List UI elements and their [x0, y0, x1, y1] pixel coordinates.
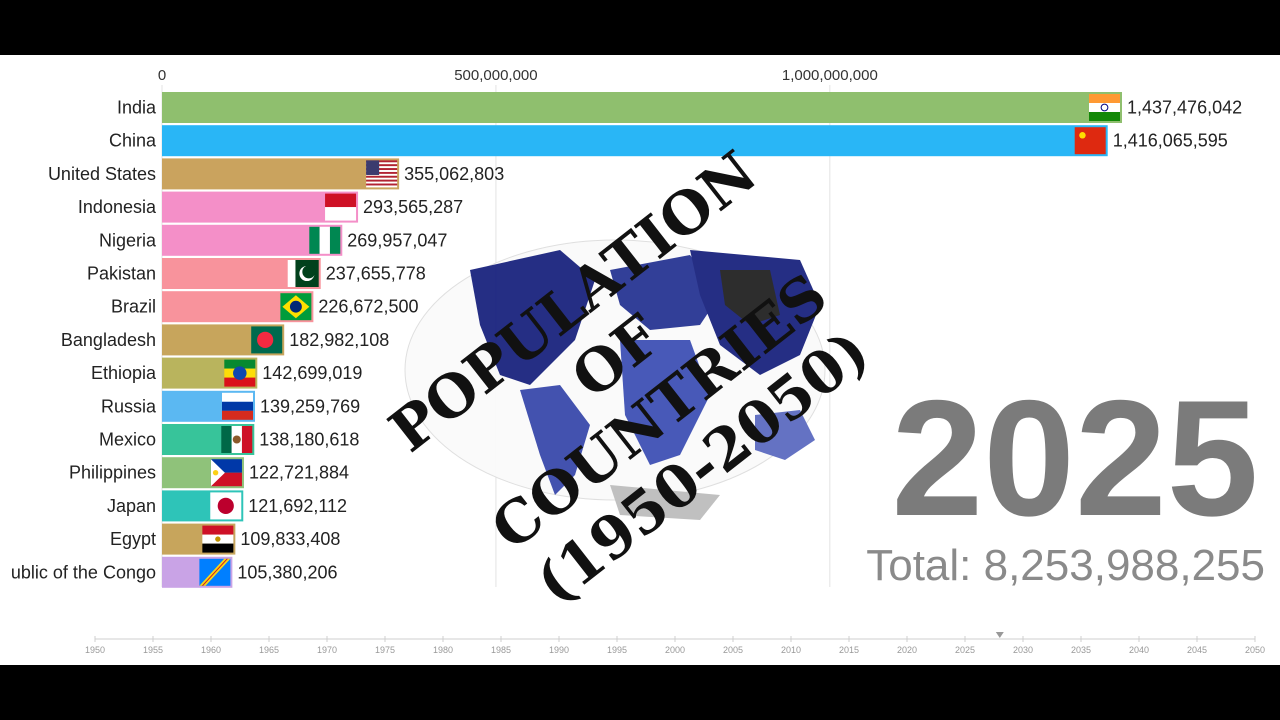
russia-flag-icon [222, 392, 254, 420]
drc-flag-icon [199, 558, 231, 586]
bar-chart: 0 500,000,000 1,000,000,000 India China Unit… [11, 67, 1265, 655]
category-label: Egypt [110, 529, 156, 549]
bangladesh-flag-icon [251, 326, 283, 354]
x-tick-label: 1,000,000,000 [782, 67, 878, 84]
category-label: Brazil [111, 297, 156, 317]
timeline-year-label: 2000 [665, 645, 685, 655]
value-label: 182,982,108 [289, 330, 389, 350]
value-label: 138,180,618 [259, 430, 359, 450]
value-label: 142,699,019 [262, 363, 362, 383]
timeline-year-label: 2005 [723, 645, 743, 655]
bar [162, 125, 1108, 157]
category-label: Russia [101, 396, 157, 416]
value-label: 1,416,065,595 [1113, 131, 1228, 151]
category-label: Ethiopia [91, 363, 157, 383]
category-label: United States [48, 164, 156, 184]
total-population: Total: 8,253,988,255 [866, 541, 1265, 590]
timeline-year-label: 1960 [201, 645, 221, 655]
timeline-year-label: 2015 [839, 645, 859, 655]
value-label: 226,672,500 [318, 297, 418, 317]
category-label: Bangladesh [61, 330, 156, 350]
timeline-year-label: 2010 [781, 645, 801, 655]
indonesia-flag-icon [325, 193, 357, 221]
value-label: 139,259,769 [260, 396, 360, 416]
pakistan-flag-icon [287, 260, 319, 287]
value-label: 293,565,287 [363, 197, 463, 217]
ethiopia-flag-icon [224, 359, 256, 387]
bar [162, 158, 400, 190]
usa-flag-icon [366, 160, 398, 188]
timeline-year-label: 2035 [1071, 645, 1091, 655]
timeline-year-label: 1995 [607, 645, 627, 655]
category-label: Philippines [69, 463, 156, 483]
timeline-year-label: 1950 [85, 645, 105, 655]
value-labels: 1,437,476,042 1,416,065,595 355,062,803 293… [237, 98, 1242, 583]
x-tick-label: 500,000,000 [454, 67, 537, 84]
brazil-flag-icon [280, 293, 312, 321]
bar [162, 92, 1122, 123]
category-label: Japan [107, 496, 156, 516]
category-label: Pakistan [87, 264, 156, 284]
timeline-year-label: 2050 [1245, 645, 1265, 655]
category-label: Nigeria [99, 230, 157, 250]
x-tick-label: 0 [158, 67, 166, 84]
timeline-year-label: 2040 [1129, 645, 1149, 655]
timeline-year-label: 1980 [433, 645, 453, 655]
x-tick-labels: 0 500,000,000 1,000,000,000 [158, 67, 878, 84]
value-label: 237,655,778 [326, 264, 426, 284]
value-label: 1,437,476,042 [1127, 98, 1242, 118]
value-label: 355,062,803 [404, 164, 504, 184]
india-flag-icon [1089, 94, 1120, 121]
timeline-year-label: 1990 [549, 645, 569, 655]
category-label: India [117, 98, 157, 118]
category-label: Mexico [99, 430, 156, 450]
philippines-flag-icon [210, 459, 242, 487]
flags [199, 94, 1120, 586]
timeline-year-label: 2020 [897, 645, 917, 655]
timeline-year-label: 2025 [955, 645, 975, 655]
japan-flag-icon [210, 492, 242, 520]
category-label: China [109, 131, 157, 151]
timeline-year-label: 1985 [491, 645, 511, 655]
nigeria-flag-icon [309, 226, 341, 254]
value-label: 122,721,884 [249, 463, 349, 483]
china-flag-icon [1074, 127, 1106, 155]
category-labels: India China United States Indonesia Nigeria P… [11, 98, 157, 583]
timeline-year-label: 1970 [317, 645, 337, 655]
value-label: 269,957,047 [347, 230, 447, 250]
world-map-icon [404, 239, 826, 520]
value-label: 121,692,112 [248, 496, 347, 516]
timeline-year-label: 1965 [259, 645, 279, 655]
value-label: 105,380,206 [237, 562, 337, 582]
egypt-flag-icon [202, 525, 234, 553]
category-label: Indonesia [78, 197, 157, 217]
chart-stage: 0 500,000,000 1,000,000,000 India China Unit… [0, 55, 1280, 665]
timeline-year-label: 1955 [143, 645, 163, 655]
current-year: 2025 [891, 366, 1258, 550]
timeline[interactable]: 1950 1955 1960 1965 1970 1975 1980 1985 1990 1995… [85, 632, 1265, 655]
category-label: ublic of the Congo [11, 562, 156, 582]
timeline-year-label: 2045 [1187, 645, 1207, 655]
timeline-year-label: 2030 [1013, 645, 1033, 655]
timeline-year-label: 1975 [375, 645, 395, 655]
timeline-marker[interactable] [995, 632, 1004, 638]
value-label: 109,833,408 [240, 529, 340, 549]
mexico-flag-icon [221, 426, 253, 453]
